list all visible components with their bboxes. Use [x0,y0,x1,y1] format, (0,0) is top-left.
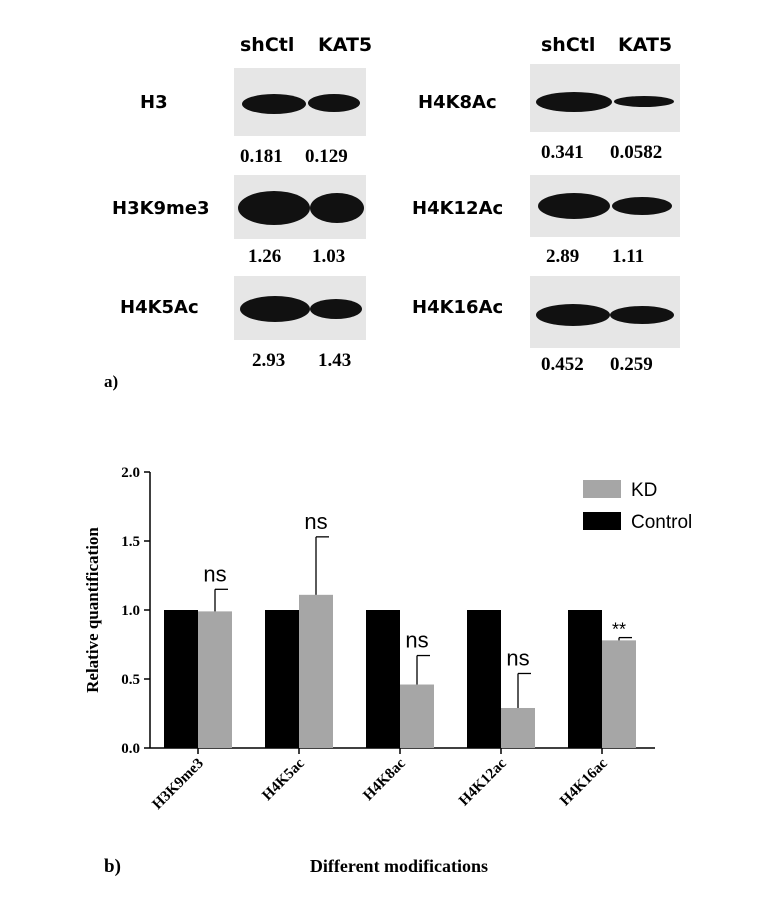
quant-h4k12ac-kat5: 1.11 [612,246,645,267]
x-axis-label: Different modifications [310,856,488,876]
bar-control-h4k16ac [568,610,602,748]
lane-header-shctl-right: shCtl [541,34,596,56]
legend-swatch-control [583,512,621,530]
legend-label-kd: KD [631,480,657,501]
blot-image-h3 [234,68,366,136]
quant-h4k5ac-shctl: 2.93 [252,350,286,371]
y-axis-label: Relative quantification [83,527,102,693]
blot-label-h3: H3 [140,92,168,113]
lane-header-shctl-left: shCtl [240,34,295,56]
chart-legend: KD Control [583,480,692,533]
relative-quantification-bar-chart: 0.0 0.5 1.0 1.5 2.0 Relative quantification Di… [83,465,692,876]
bar-control-h3k9me3 [164,610,198,748]
bar-kd-h4k8ac [400,684,434,748]
significance-label-h4k12ac: ns [506,645,529,670]
lane-header-kat5-left: KAT5 [318,34,373,56]
blot-image-h4k12ac [530,175,680,237]
blot-label-h3k9me3: H3K9me3 [112,198,210,219]
quant-h4k16ac-kat5: 0.259 [610,354,653,375]
quant-h3k9me3-shctl: 1.26 [248,246,282,267]
bar-kd-h4k5ac [299,594,333,748]
blot-label-h4k16ac: H4K16Ac [412,297,504,318]
bar-kd-h3k9me3 [198,611,232,748]
blot-image-h4k5ac [234,276,366,340]
bar-control-h4k8ac [366,610,400,748]
y-tick-label: 2.0 [121,465,140,481]
panel-a-letter: a) [104,372,119,391]
lane-header-kat5-right: KAT5 [618,34,673,56]
y-tick-label: 1.0 [121,603,140,619]
blot-label-h4k5ac: H4K5Ac [120,297,199,318]
chart-bars [164,536,636,748]
quant-h4k16ac-shctl: 0.452 [541,354,584,375]
significance-label-h4k5ac: ns [304,509,327,534]
quant-h3k9me3-kat5: 1.03 [312,246,346,267]
x-tick-label-h4k12ac: H4K12ac [456,755,510,809]
bar-kd-h4k12ac [501,707,535,748]
y-tick-label: 0.5 [121,672,140,688]
x-tick-label-h4k8ac: H4K8ac [360,755,409,804]
blot-label-h4k12ac: H4K12Ac [412,198,504,219]
blot-image-h4k16ac [530,276,680,348]
x-tick-label-h4k5ac: H4K5ac [259,755,308,804]
blot-label-h4k8ac: H4K8Ac [418,92,497,113]
y-tick-label: 0.0 [121,741,140,757]
legend-swatch-kd [583,480,621,498]
panel-b-letter: b) [104,856,121,877]
blot-image-h3k9me3 [234,175,366,239]
significance-label-h3k9me3: ns [203,561,226,586]
significance-label-h4k16ac: ** [612,620,626,640]
quant-h4k8ac-shctl: 0.341 [541,142,584,163]
significance-label-h4k8ac: ns [405,628,428,653]
legend-label-control: Control [631,512,692,533]
bar-kd-h4k16ac [602,640,636,748]
x-tick-label-h4k16ac: H4K16ac [557,755,611,809]
bar-control-h4k5ac [265,610,299,748]
y-tick-label: 1.5 [121,534,140,550]
quant-h4k5ac-kat5: 1.43 [318,350,352,371]
quant-h4k12ac-shctl: 2.89 [546,246,580,267]
x-tick-label-h3k9me3: H3K9me3 [150,756,207,813]
bar-control-h4k12ac [467,610,501,748]
quant-h4k8ac-kat5: 0.0582 [610,142,663,163]
quant-h3-kat5: 0.129 [305,146,348,167]
blot-image-h4k8ac [530,64,680,132]
quant-h3-shctl: 0.181 [240,146,283,167]
